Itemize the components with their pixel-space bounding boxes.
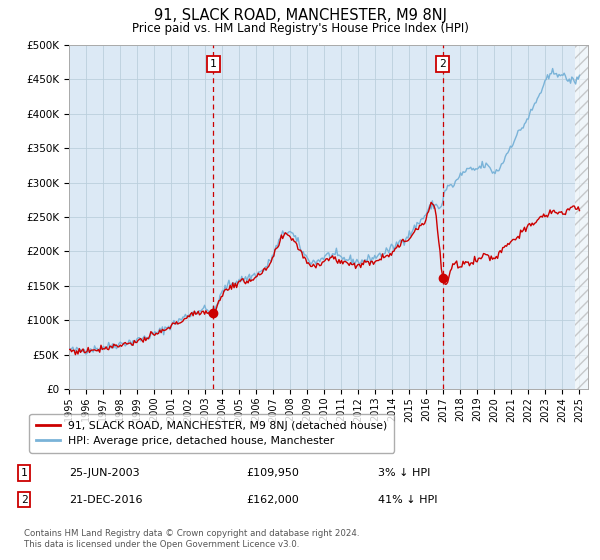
Text: 2: 2	[20, 494, 28, 505]
Text: 21-DEC-2016: 21-DEC-2016	[69, 494, 143, 505]
Text: Price paid vs. HM Land Registry's House Price Index (HPI): Price paid vs. HM Land Registry's House …	[131, 22, 469, 35]
Text: 1: 1	[210, 59, 217, 69]
Text: 1: 1	[20, 468, 28, 478]
Text: 25-JUN-2003: 25-JUN-2003	[69, 468, 140, 478]
Text: 41% ↓ HPI: 41% ↓ HPI	[378, 494, 437, 505]
Text: £109,950: £109,950	[246, 468, 299, 478]
Text: Contains HM Land Registry data © Crown copyright and database right 2024.
This d: Contains HM Land Registry data © Crown c…	[24, 529, 359, 549]
Text: 2: 2	[440, 59, 446, 69]
Text: £162,000: £162,000	[246, 494, 299, 505]
Text: 3% ↓ HPI: 3% ↓ HPI	[378, 468, 430, 478]
Legend: 91, SLACK ROAD, MANCHESTER, M9 8NJ (detached house), HPI: Average price, detache: 91, SLACK ROAD, MANCHESTER, M9 8NJ (deta…	[29, 414, 394, 452]
Text: 91, SLACK ROAD, MANCHESTER, M9 8NJ: 91, SLACK ROAD, MANCHESTER, M9 8NJ	[154, 8, 446, 24]
